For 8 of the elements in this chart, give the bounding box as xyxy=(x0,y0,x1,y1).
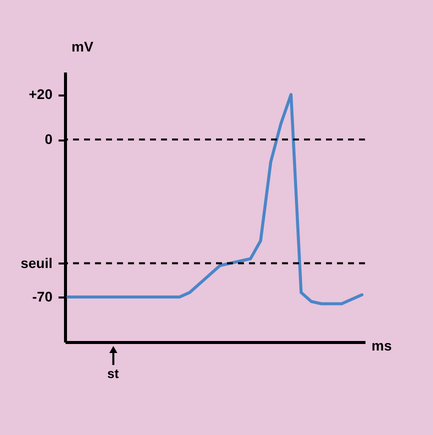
y-tick-label: -70 xyxy=(32,288,53,304)
y-tick-label: 0 xyxy=(44,131,53,147)
y-tick-label: +20 xyxy=(28,86,53,102)
line-series xyxy=(66,93,364,306)
y-axis-title: mV xyxy=(72,38,94,54)
text: st xyxy=(107,366,120,381)
y-tick-label: seuil xyxy=(20,254,52,271)
x-axis-title: ms xyxy=(372,338,392,354)
